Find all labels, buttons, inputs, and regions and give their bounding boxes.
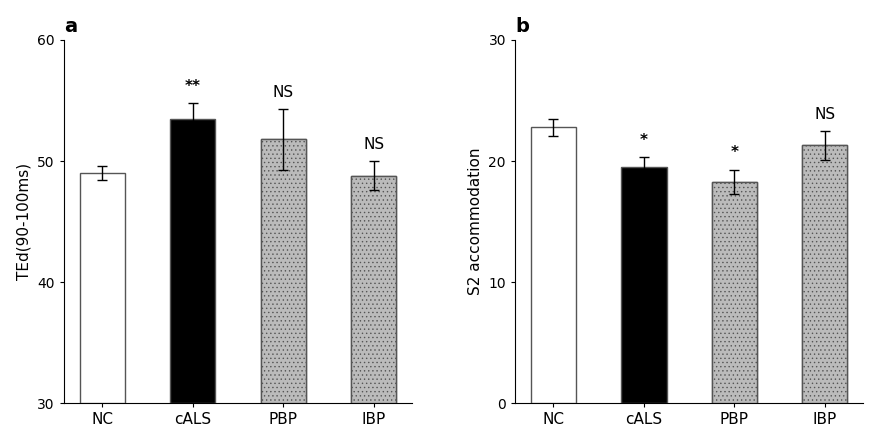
Text: NS: NS <box>273 85 294 100</box>
Text: NS: NS <box>814 107 835 122</box>
Bar <box>712 182 757 403</box>
Text: NS: NS <box>363 137 385 152</box>
Y-axis label: TEd(90-100ms): TEd(90-100ms) <box>17 163 32 280</box>
Bar <box>351 176 396 403</box>
Text: a: a <box>64 17 77 36</box>
Text: **: ** <box>185 79 201 94</box>
Bar <box>80 173 125 403</box>
Bar <box>260 139 306 403</box>
Text: *: * <box>730 146 738 160</box>
Text: b: b <box>515 17 529 36</box>
Bar <box>803 145 847 403</box>
Bar <box>260 139 306 403</box>
Bar <box>803 145 847 403</box>
Bar <box>531 127 576 403</box>
Y-axis label: S2 accommodation: S2 accommodation <box>468 148 483 295</box>
Bar <box>712 182 757 403</box>
Bar <box>170 119 216 403</box>
Bar <box>351 176 396 403</box>
Text: *: * <box>640 133 648 148</box>
Bar <box>621 167 666 403</box>
